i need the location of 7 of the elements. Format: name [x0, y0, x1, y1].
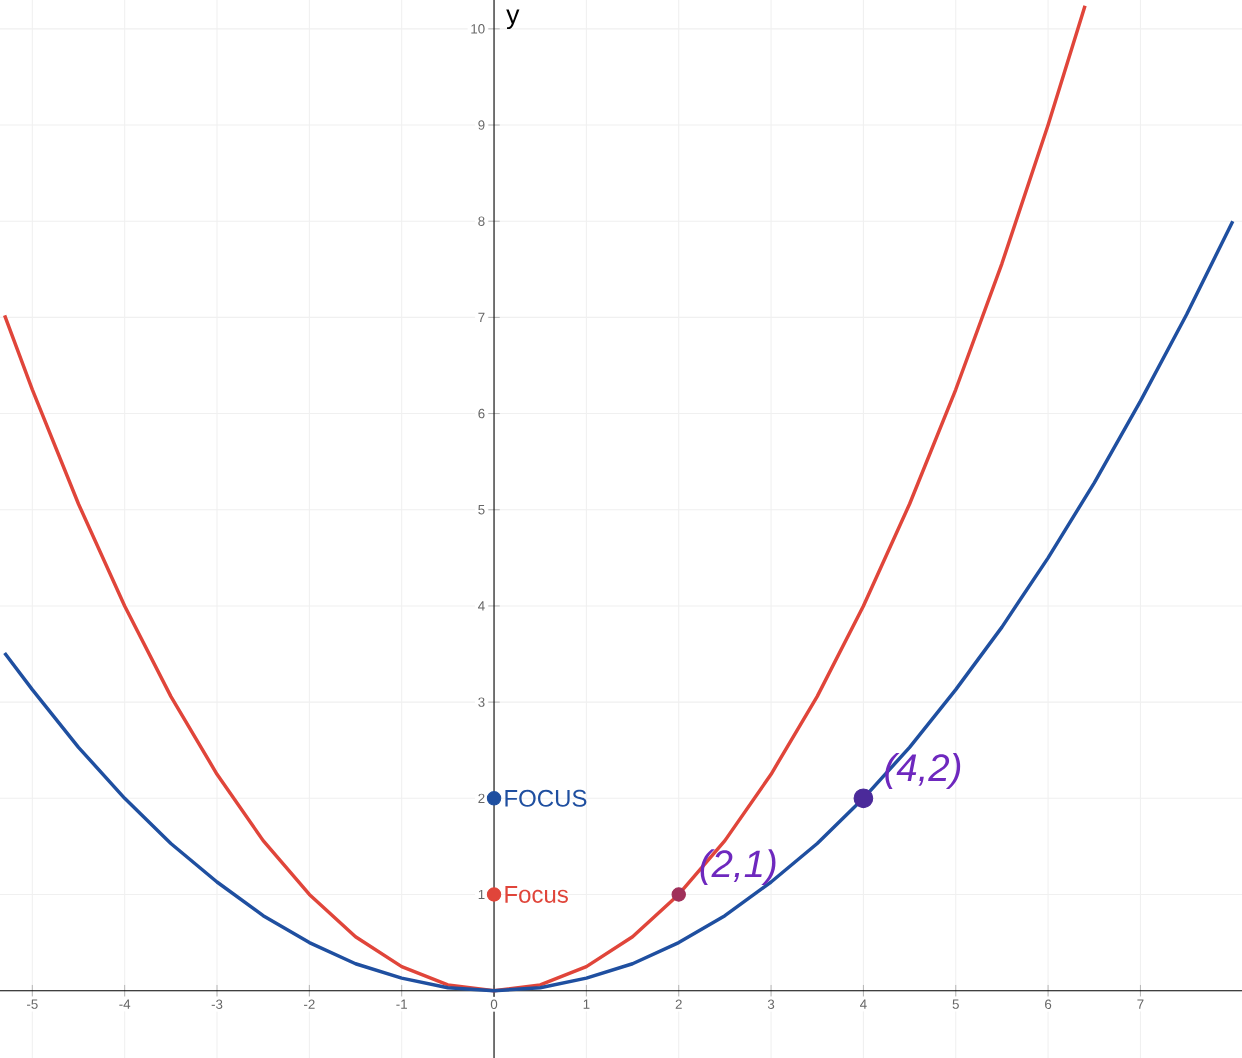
annotation: (2,1): [700, 849, 776, 886]
line-series: [2, 4, 1087, 993]
annotation: (4,2): [885, 753, 961, 789]
y-axis-title: y: [506, 9, 520, 30]
line-series: [2, 219, 1235, 993]
series-label: Focus: [505, 886, 568, 903]
series-label: FOCUS: [505, 789, 587, 807]
